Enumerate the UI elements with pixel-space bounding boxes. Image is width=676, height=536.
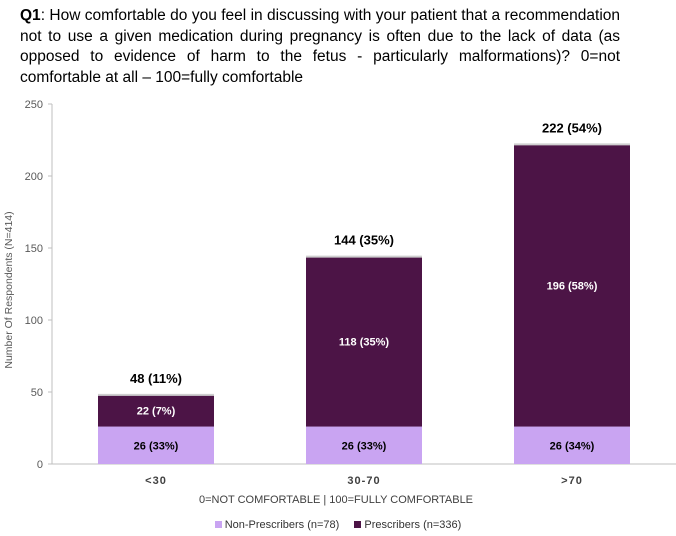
- legend-swatch-non-prescribers: [214, 521, 222, 528]
- legend-item-prescribers: Prescribers (n=336): [354, 519, 461, 531]
- legend-label-non-prescribers: Non-Prescribers (n=78): [224, 519, 340, 531]
- y-tick-label: 50: [31, 387, 43, 399]
- bar-segment: [98, 394, 214, 427]
- bar-segment: [514, 426, 630, 464]
- bar-total-label: 222 (54%): [542, 120, 602, 135]
- bar-segment: [306, 256, 422, 427]
- bar-segment-label: 26 (33%): [134, 440, 179, 452]
- bar-total-label: 48 (11%): [130, 371, 182, 386]
- x-tick-label: <30: [145, 475, 167, 487]
- y-tick-label: 100: [25, 315, 43, 327]
- bar-segment-label: 26 (34%): [550, 440, 595, 452]
- x-tick-label: >70: [561, 475, 583, 487]
- bar-segment-label: 26 (33%): [342, 440, 387, 452]
- bar-segment-label: 22 (7%): [137, 406, 176, 418]
- bar-segment-label: 196 (58%): [547, 280, 598, 292]
- question-text: Q1: How comfortable do you feel in discu…: [20, 6, 620, 88]
- bar-segment-label: 118 (35%): [339, 337, 389, 349]
- bar-segment: [514, 144, 630, 427]
- chart-legend: Non-Prescribers (n=78) Prescribers (n=33…: [0, 519, 676, 531]
- legend-item-non-prescribers: Non-Prescribers (n=78): [214, 519, 340, 531]
- bar-segment: [306, 426, 422, 464]
- x-axis-title: 0=NOT COMFORTABLE | 100=FULLY COMFORTABL…: [199, 494, 473, 506]
- y-axis-title: Number Of Respondents (N=414): [3, 211, 15, 368]
- legend-swatch-prescribers: [354, 521, 362, 528]
- bar-segment: [98, 426, 214, 464]
- y-tick-label: 150: [25, 243, 43, 255]
- x-tick-label: 30-70: [347, 475, 380, 487]
- bar-total-label: 144 (35%): [334, 233, 394, 248]
- y-tick-label: 250: [25, 99, 43, 111]
- y-tick-label: 200: [25, 171, 43, 183]
- question-body: : How comfortable do you feel in discuss…: [20, 7, 620, 86]
- legend-label-prescribers: Prescribers (n=336): [364, 519, 462, 531]
- question-label: Q1: [20, 7, 41, 24]
- y-tick-label: 0: [37, 459, 43, 471]
